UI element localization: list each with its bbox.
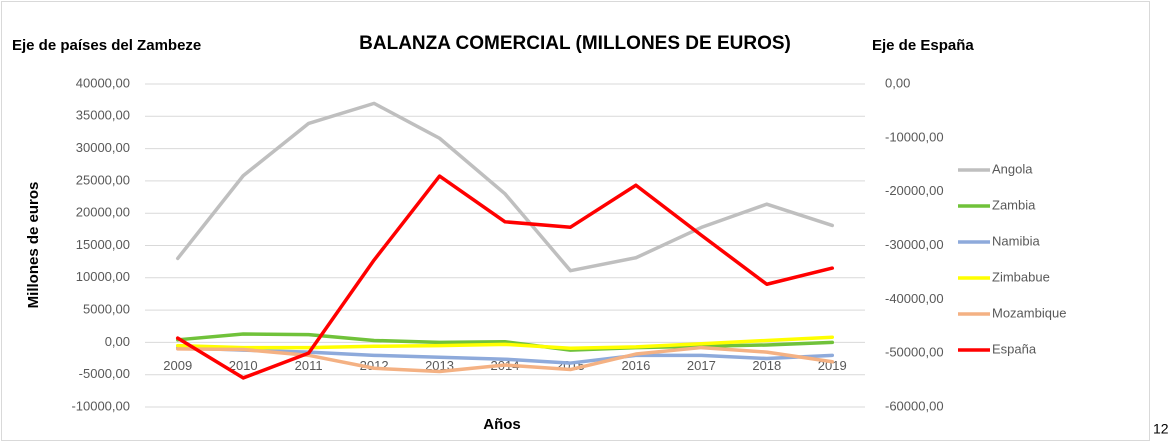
- y-tick-label: -10000,00: [71, 398, 130, 413]
- legend-label: Namibia: [992, 233, 1040, 248]
- line-series: [175, 335, 835, 350]
- y2-tick-label: -60000,00: [885, 398, 944, 413]
- x-tick-label: 2009: [163, 358, 192, 373]
- y2-tick-label: -40000,00: [885, 291, 944, 306]
- y-tick-label: 5000,00: [83, 302, 130, 317]
- y-tick-label: 10000,00: [76, 269, 130, 284]
- x-tick-label: 2016: [621, 358, 650, 373]
- page-number: 12: [1153, 421, 1169, 437]
- y2-tick-label: -50000,00: [885, 345, 944, 360]
- line-series: [175, 345, 835, 374]
- x-tick-label: 2011: [295, 358, 323, 373]
- line-series: [175, 332, 835, 352]
- y-tick-label: 0,00: [105, 334, 130, 349]
- y-tick-label: 35000,00: [76, 108, 130, 123]
- y2-tick-label: -20000,00: [885, 183, 944, 198]
- y-tick-label: 25000,00: [76, 172, 130, 187]
- legend-label: Angola: [992, 161, 1033, 176]
- line-series: [175, 345, 835, 365]
- y-tick-label: 15000,00: [76, 237, 130, 252]
- line-series: [175, 101, 835, 273]
- x-tick-label: 2017: [687, 358, 716, 373]
- y2-tick-label: -30000,00: [885, 237, 944, 252]
- y2-axis-title-top: Eje de España: [872, 37, 974, 54]
- y2-tick-label: 0,00: [885, 75, 910, 90]
- y-tick-label: 40000,00: [76, 75, 130, 90]
- y-axis-title-top: Eje de países del Zambeze: [12, 37, 201, 54]
- x-axis-title: Años: [483, 416, 521, 433]
- x-tick-label: 2018: [752, 358, 781, 373]
- legend-label: Zambia: [992, 197, 1036, 212]
- legend-label: España: [992, 341, 1037, 356]
- y-axis-title: Millones de euros: [25, 182, 42, 309]
- line-series: [175, 174, 835, 380]
- y-tick-label: -5000,00: [79, 366, 130, 381]
- y2-tick-label: -10000,00: [885, 129, 944, 144]
- y-tick-label: 30000,00: [76, 140, 130, 155]
- chart-title: BALANZA COMERCIAL (MILLONES DE EUROS): [359, 33, 791, 54]
- y-tick-label: 20000,00: [76, 205, 130, 220]
- legend-label: Mozambique: [992, 305, 1066, 320]
- legend-label: Zimbabue: [992, 269, 1050, 284]
- x-tick-label: 2010: [229, 358, 258, 373]
